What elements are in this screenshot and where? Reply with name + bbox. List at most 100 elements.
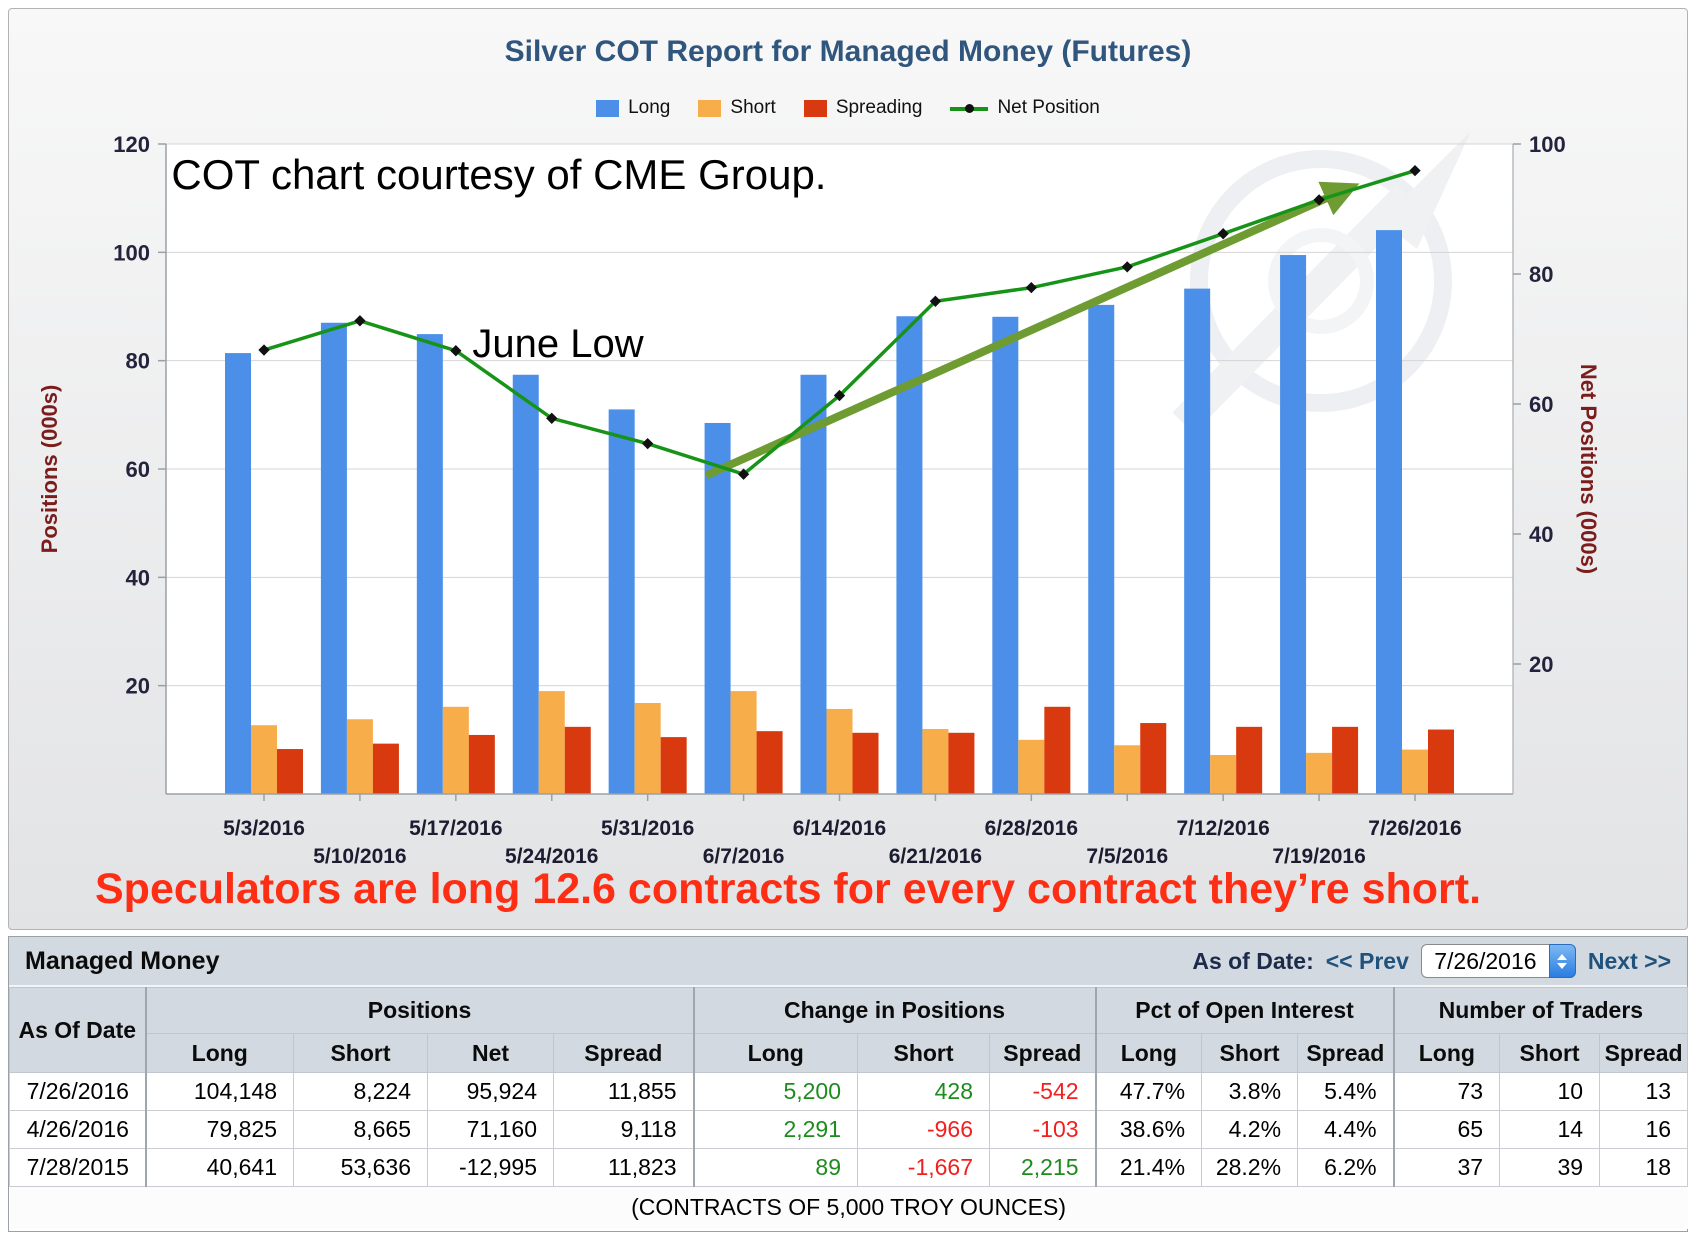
traders-cell: 65 [1392,1110,1501,1149]
right-axis-tick: 60 [1529,392,1553,417]
chart-legend: Long Short Spreading Net Position [9,97,1687,119]
bar-long-6-14-2016 [800,374,827,794]
chart-panel: Silver COT Report for Managed Money (Fut… [8,8,1688,930]
column-header-spread: Spread [552,1033,695,1073]
bar-spreading-5-10-2016 [372,743,399,794]
positions-cell: 71,160 [427,1110,554,1149]
right-axis-tick: 80 [1529,262,1553,287]
as-of-date-input[interactable] [1420,944,1549,978]
bar-spreading-5-31-2016 [660,737,687,794]
legend-short-icon [698,99,722,117]
column-header-long: Long [144,1033,294,1073]
x-axis-date-label: 5/10/2016 [313,845,406,868]
cot-chart: 20 40 60 80 100 120 20 40 60 80 100 5/3/2016 5/10/20… [37,131,1601,868]
bar-short-5-17-2016 [442,706,469,794]
traders-cell: 14 [1499,1110,1601,1149]
legend-item-net-position: Net Position [950,97,1100,119]
bar-short-7-5-2016 [1114,745,1141,794]
bar-long-6-21-2016 [896,316,923,794]
bar-spreading-5-24-2016 [564,726,591,794]
pct-open-interest-cell: 4.4% [1297,1110,1395,1149]
table-footer-row: (CONTRACTS OF 5,000 TROY OUNCES) [9,1186,1688,1229]
cot-table-panel: Managed Money As of Date: << Prev Next >… [8,936,1689,1232]
contracts-note: (CONTRACTS OF 5,000 TROY OUNCES) [9,1186,1688,1229]
legend-net-position-icon [950,100,989,117]
traders-cell: 10 [1499,1072,1601,1111]
as-of-date-label: As of Date: [1192,947,1314,974]
column-group-number-of-traders: Number of Traders [1392,987,1689,1034]
change-cell: -542 [989,1072,1097,1111]
column-header-short: Short [1499,1033,1601,1073]
stepper-up-icon [1557,953,1568,960]
x-axis-date-label: 7/5/2016 [1086,845,1168,868]
change-cell: 5,200 [692,1072,859,1111]
column-header-long: Long [1094,1033,1203,1073]
x-axis-date-label: 5/3/2016 [223,817,305,840]
table-header: As Of Date Positions Change in Positions Pc… [9,987,1689,1073]
change-cell: 428 [857,1072,991,1111]
as-of-date-cell: 4/26/2016 [9,1110,146,1149]
change-cell: 2,291 [692,1110,859,1149]
legend-item-short: Short [698,97,776,119]
column-header-short: Short [857,1033,991,1073]
positions-cell: 11,855 [552,1072,695,1111]
pct-open-interest-cell: 47.7% [1094,1072,1203,1111]
next-button[interactable]: Next >> [1587,947,1671,974]
x-axis-date-label: 6/14/2016 [793,817,886,840]
bar-short-6-7-2016 [730,691,757,794]
x-axis-date-label: 5/17/2016 [409,817,502,840]
table-row: 4/26/2016 79,825 8,665 71,160 9,118 2,291 -966… [9,1110,1689,1149]
prev-button[interactable]: << Prev [1325,947,1409,974]
date-picker [1420,944,1576,978]
left-axis-tick: 100 [113,240,150,265]
traders-cell: 18 [1599,1148,1689,1187]
bar-spreading-6-21-2016 [948,732,975,794]
left-axis-tick: 60 [126,457,150,482]
table-titlebar: Managed Money As of Date: << Prev Next >… [9,937,1687,987]
column-header-long: Long [1392,1033,1501,1073]
net-position-marker [1313,194,1325,206]
table-row: 7/26/2016 104,148 8,224 95,924 11,855 5,200 42… [9,1072,1689,1111]
chart-caption: Speculators are long 12.6 contracts for … [95,865,1482,913]
positions-cell: 8,665 [293,1110,428,1149]
bar-short-6-14-2016 [826,708,853,794]
date-stepper[interactable] [1548,944,1576,978]
bar-long-5-31-2016 [608,409,635,794]
legend-spreading-icon [803,99,827,117]
right-axis-title: Net Positions (000s) [1576,364,1601,574]
bar-long-7-26-2016 [1376,230,1402,794]
legend-label: Long [628,97,671,118]
bar-short-5-31-2016 [634,703,661,794]
x-axis-date-label: 7/12/2016 [1176,817,1269,840]
change-cell: -103 [989,1110,1097,1149]
positions-cell: 79,825 [144,1110,294,1149]
left-axis-tick: 40 [126,565,150,590]
pct-open-interest-cell: 38.6% [1094,1110,1203,1149]
bar-long-5-10-2016 [320,322,347,794]
bar-long-7-5-2016 [1088,304,1115,794]
net-position-marker [1217,228,1229,240]
as-of-date-cell: 7/26/2016 [9,1072,146,1111]
x-axis-date-label: 5/24/2016 [505,845,598,868]
legend-long-icon [596,99,620,117]
pct-open-interest-cell: 28.2% [1201,1148,1299,1187]
chart-title: Silver COT Report for Managed Money (Fut… [504,35,1192,68]
as-of-date-cell: 7/28/2015 [9,1148,146,1187]
column-header-spread: Spread [989,1033,1097,1073]
bar-spreading-5-3-2016 [277,749,303,794]
stepper-down-icon [1557,962,1568,969]
pct-open-interest-cell: 6.2% [1297,1148,1395,1187]
right-axis-tick: 100 [1529,132,1566,157]
right-axis-tick: 20 [1529,652,1553,677]
x-axis-date-label: 7/26/2016 [1368,817,1461,840]
bar-spreading-7-5-2016 [1140,723,1167,794]
column-header-spread: Spread [1599,1033,1689,1073]
bar-short-5-10-2016 [346,719,373,794]
legend-label: Short [730,97,776,118]
x-axis-date-label: 5/31/2016 [601,817,694,840]
traders-cell: 13 [1599,1072,1689,1111]
legend-item-spreading: Spreading [803,97,922,119]
column-group-positions: Positions [144,987,695,1034]
annotation-text-1: June Low [472,322,643,366]
traders-cell: 37 [1392,1148,1501,1187]
